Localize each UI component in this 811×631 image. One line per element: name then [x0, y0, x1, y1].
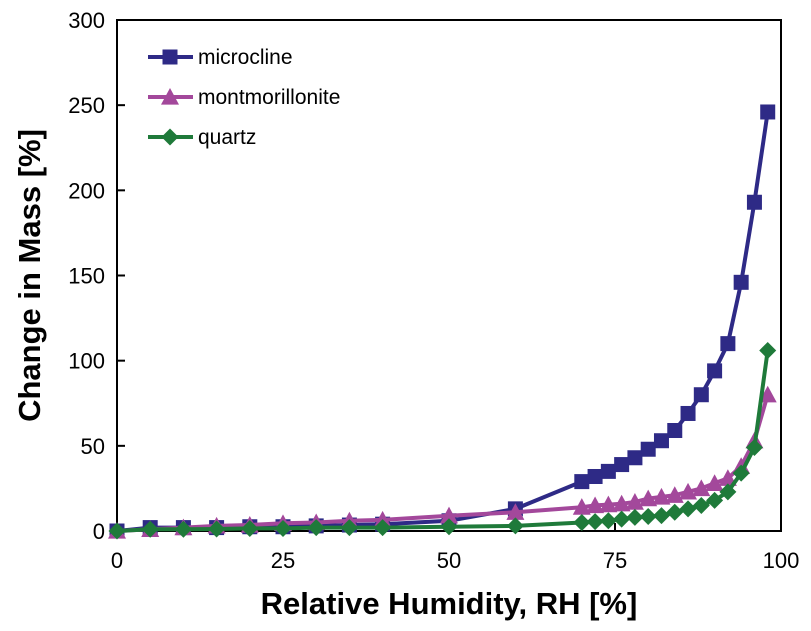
data-point-quartz [573, 513, 591, 531]
data-point-quartz [639, 508, 657, 526]
data-point-microcline [627, 450, 643, 466]
data-point-quartz [679, 500, 697, 518]
data-point-quartz [440, 518, 458, 536]
series-line-microcline [116, 111, 770, 533]
data-point-quartz [599, 512, 617, 530]
y-tick-label: 50 [81, 434, 105, 459]
data-point-quartz [174, 520, 192, 538]
y-tick-label: 200 [68, 178, 105, 203]
data-point-microcline [640, 441, 656, 457]
data-point-montmorillonite [639, 489, 658, 507]
series-microcline [109, 104, 776, 539]
data-point-quartz [732, 464, 750, 482]
data-point-quartz [586, 513, 604, 531]
y-tick-label: 100 [68, 349, 105, 374]
data-point-quartz [374, 519, 392, 537]
y-tick-label: 250 [68, 93, 105, 118]
data-point-microcline [614, 457, 630, 473]
data-point-montmorillonite [692, 479, 711, 497]
legend-item-montmorillonite: montmorillonite [148, 86, 340, 109]
data-point-microcline [600, 463, 616, 479]
data-point-montmorillonite [705, 474, 724, 491]
data-point-quartz [241, 519, 259, 537]
x-tick-label: 25 [271, 548, 295, 573]
data-point-quartz [108, 522, 126, 540]
data-point-montmorillonite [652, 487, 671, 505]
legend-marker-square [162, 49, 178, 65]
legend-marker-diamond [161, 128, 179, 146]
data-point-montmorillonite [665, 486, 684, 503]
x-axis-ticks: 0 25 50 75 100 [111, 523, 799, 573]
series-layer [108, 104, 777, 540]
data-point-microcline [653, 433, 669, 449]
x-axis-title: Relative Humidity, RH [%] [261, 586, 638, 621]
data-point-microcline [693, 387, 709, 403]
data-point-microcline [720, 336, 736, 352]
y-tick-label: 300 [68, 8, 105, 33]
data-point-quartz [208, 520, 226, 538]
data-point-quartz [706, 491, 724, 509]
data-point-quartz [745, 439, 763, 457]
legend-label: quartz [198, 126, 256, 149]
legend-item-quartz: quartz [148, 126, 256, 149]
y-axis-ticks: 0 50 100 150 200 250 300 [68, 8, 125, 544]
data-point-microcline [680, 405, 696, 421]
x-tick-label: 50 [437, 548, 461, 573]
data-point-quartz [719, 483, 737, 501]
data-point-montmorillonite [718, 469, 737, 486]
data-point-microcline [733, 274, 749, 290]
data-point-montmorillonite [599, 495, 618, 513]
data-point-quartz [506, 517, 524, 535]
data-point-montmorillonite [440, 506, 458, 524]
series-quartz [108, 341, 777, 540]
data-point-microcline [667, 423, 683, 439]
y-tick-label: 150 [68, 264, 105, 289]
legend-item-microcline: microcline [148, 46, 293, 69]
data-point-quartz [141, 520, 159, 538]
data-point-microcline [574, 474, 590, 490]
x-tick-label: 0 [111, 548, 123, 573]
legend-label: microcline [198, 46, 293, 69]
data-point-montmorillonite [506, 503, 525, 520]
data-point-quartz [340, 519, 358, 537]
y-axis-title: Change in Mass [%] [12, 129, 47, 422]
data-point-montmorillonite [625, 493, 644, 510]
data-point-quartz [307, 519, 325, 537]
data-point-quartz [652, 507, 670, 525]
data-point-quartz [613, 510, 631, 528]
x-tick-label: 75 [603, 548, 627, 573]
data-point-quartz [759, 341, 777, 359]
data-point-montmorillonite [586, 496, 605, 514]
x-tick-label: 100 [763, 548, 800, 573]
legend-marker-triangle [161, 88, 179, 105]
y-tick-label: 0 [93, 519, 105, 544]
data-point-montmorillonite [572, 498, 591, 515]
data-point-montmorillonite [679, 482, 698, 500]
data-point-quartz [274, 519, 292, 537]
data-point-montmorillonite [758, 385, 777, 403]
data-point-microcline [746, 194, 762, 210]
data-point-quartz [666, 503, 684, 521]
data-point-montmorillonite [612, 494, 631, 512]
legend-label: montmorillonite [198, 86, 340, 109]
data-point-microcline [587, 468, 603, 484]
data-point-quartz [626, 508, 644, 526]
data-point-microcline [760, 104, 776, 120]
data-point-quartz [692, 496, 710, 514]
data-point-microcline [707, 363, 723, 379]
legend: microcline montmorillonite quartz [148, 46, 340, 149]
